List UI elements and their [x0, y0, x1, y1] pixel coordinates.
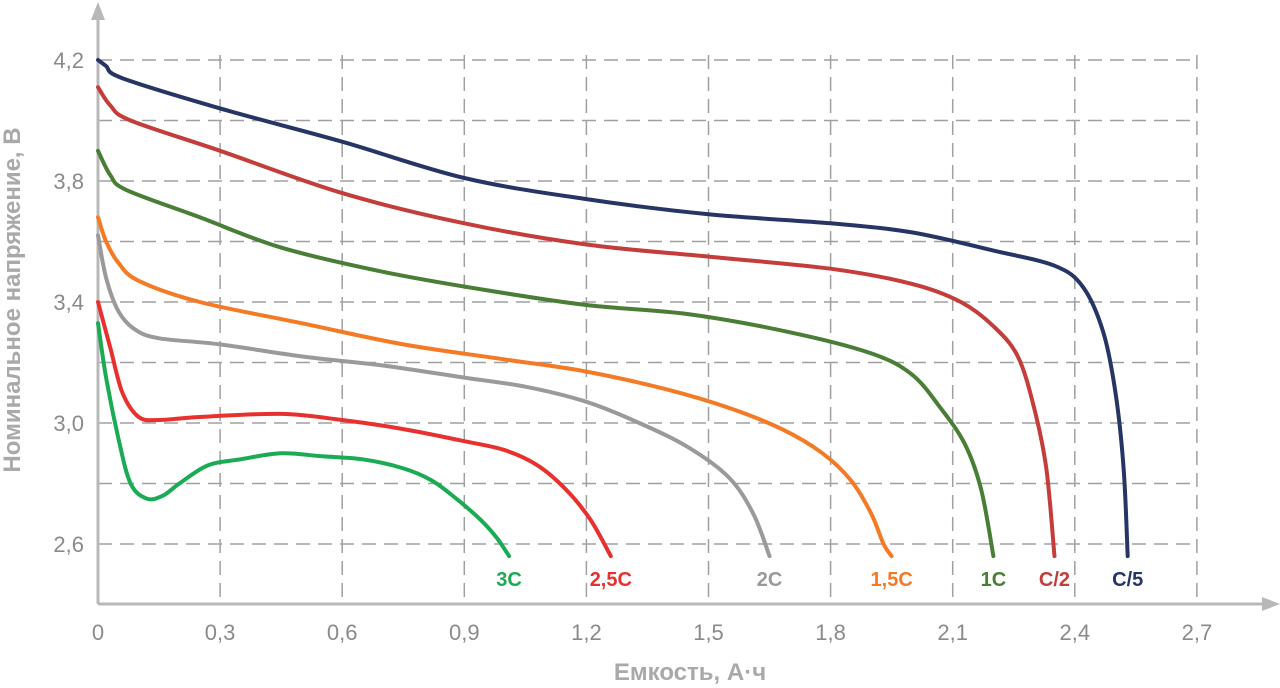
x-tick-label: 2,7: [1182, 620, 1213, 645]
x-axis-title: Емкость, А·ч: [614, 659, 766, 686]
y-tick-labels: 2,6 3,0 3,4 3,8 4,2: [53, 48, 84, 557]
series-label-2-5c: 2,5C: [590, 569, 632, 591]
x-tick-label: 2,1: [937, 620, 968, 645]
series-label-1c: 1C: [981, 569, 1007, 591]
y-axis-arrow: [91, 2, 105, 20]
x-tick-label: 0: [92, 620, 104, 645]
series-label-3c: 3C: [496, 569, 522, 591]
series-line-1c: [96, 148, 996, 559]
series-label-1-5c: 1,5C: [871, 569, 913, 591]
series-label-c-5: C/5: [1112, 569, 1143, 591]
y-tick-label: 3,8: [53, 169, 84, 194]
series-line-2-5c: [96, 300, 613, 559]
series-line-c-5: [96, 58, 1130, 559]
series-label-2c: 2C: [757, 569, 783, 591]
axes: [91, 2, 1280, 611]
y-tick-label: 3,4: [53, 290, 84, 315]
series: [96, 58, 1130, 559]
x-tick-label: 0,9: [449, 620, 480, 645]
x-axis-arrow: [1262, 597, 1280, 611]
series-label-c-2: C/2: [1039, 569, 1070, 591]
y-tick-label: 2,6: [53, 532, 84, 557]
grid: [98, 55, 1198, 604]
series-labels: 3C 2,5C 2C 1,5C 1C C/2 C/5: [496, 569, 1143, 591]
x-tick-label: 0,3: [205, 620, 236, 645]
y-tick-label: 4,2: [53, 48, 84, 73]
y-axis-title: Номинальное напряжение, В: [0, 127, 26, 472]
x-tick-label: 1,2: [571, 620, 602, 645]
x-tick-label: 0,6: [327, 620, 358, 645]
series-line-3c: [96, 321, 512, 559]
y-tick-label: 3,0: [53, 411, 84, 436]
x-tick-labels: 0 0,3 0,6 0,9 1,2 1,5 1,8 2,1 2,4 2,7: [92, 620, 1212, 645]
series-line-2c: [96, 233, 772, 559]
x-tick-label: 2,4: [1060, 620, 1091, 645]
x-tick-label: 1,8: [815, 620, 846, 645]
series-line-c-2: [96, 85, 1057, 559]
x-tick-label: 1,5: [693, 620, 724, 645]
series-line-1-5c: [96, 215, 894, 559]
